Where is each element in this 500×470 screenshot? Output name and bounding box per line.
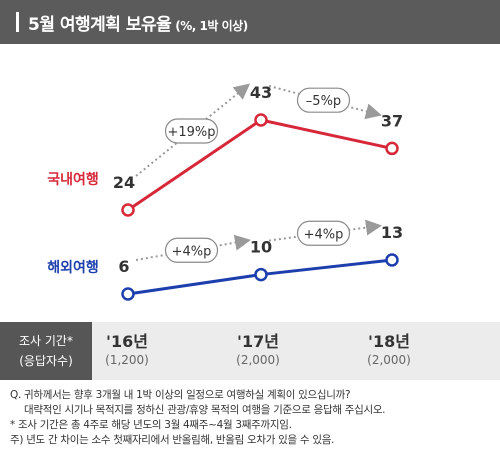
change-label-overseas-1: +4%p: [172, 244, 212, 259]
change-label-domestic-2: –5%p: [306, 94, 341, 109]
survey-period-label-line2: (응답자수): [19, 354, 73, 368]
value-label-domestic-2017: 43: [250, 83, 272, 102]
footnote-survey-period: * 조사 기간은 총 4주로 해당 년도의 3월 4째주~4월 3째주까지임.: [10, 419, 292, 431]
chart-title: 5월 여행계획 보유율 (%, 1박 이상): [28, 10, 248, 35]
value-label-overseas-2018: 13: [381, 223, 403, 242]
respondents-2017: (2,000): [236, 353, 280, 367]
survey-period-label: 조사 기간* (응답자수): [0, 322, 92, 380]
change-label-domestic-1: +19%p: [167, 125, 215, 140]
header-accent-bar: [16, 12, 19, 32]
respondents-2016: (1,200): [105, 353, 149, 367]
change-pill-overseas-2: [296, 220, 351, 246]
chart-header: 5월 여행계획 보유율 (%, 1박 이상): [0, 0, 500, 44]
change-pill-overseas-1: [164, 237, 219, 263]
footnote-question-detail: 대략적인 시기나 목적지를 정하신 관광/휴양 목적의 여행을 기준으로 응답해…: [24, 404, 386, 416]
year-label-2018: '18년: [368, 332, 410, 351]
change-pill-domestic-1: [164, 118, 219, 144]
footnotes: Q. 귀하께서는 향후 3개월 내 1박 이상의 일정으로 여행하실 계획이 있…: [10, 388, 495, 448]
value-label-domestic-2018: 37: [381, 111, 403, 130]
point-overseas-2018: [385, 253, 399, 267]
footnote-question: Q. 귀하께서는 향후 3개월 내 1박 이상의 일정으로 여행하실 계획이 있…: [10, 389, 351, 401]
point-overseas-2016: [121, 287, 135, 301]
line-chart: +19%p –5%p +4%p +4%p 24 43 37 국내여행 6 10 13 해외여행: [47, 83, 403, 301]
point-domestic-2017: [254, 113, 268, 127]
value-label-overseas-2017: 10: [250, 238, 272, 257]
change-arrow-overseas-2: [268, 219, 382, 242]
point-domestic-2016: [121, 203, 135, 217]
survey-period-row: 조사 기간* (응답자수) '16년 '17년 '18년 (1,200) (2,…: [0, 322, 500, 380]
year-label-2017: '17년: [237, 332, 279, 351]
series-label-domestic: 국내여행: [47, 171, 99, 188]
point-overseas-2017: [254, 267, 268, 282]
survey-period-label-line1: 조사 기간*: [19, 334, 73, 348]
year-label-2016: '16년: [106, 332, 148, 351]
plot-area: +19%p –5%p +4%p +4%p 24 43 37 국내여행 6 10 13 해외여행: [0, 44, 500, 322]
value-label-overseas-2016: 6: [118, 257, 129, 276]
point-domestic-2018: [385, 141, 399, 156]
change-label-overseas-2: +4%p: [304, 227, 344, 242]
series-label-overseas: 해외여행: [47, 259, 99, 276]
footnote-rounding: 주) 년도 간 차이는 소수 첫째자리에서 반올림해, 반올림 오차가 있을 수…: [10, 434, 335, 446]
chart-unit: (%, 1박 이상): [175, 19, 248, 33]
chart-title-text: 5월 여행계획 보유율: [28, 15, 172, 35]
value-label-domestic-2016: 24: [113, 173, 135, 192]
change-pill-domestic-2: [296, 87, 351, 113]
respondents-2018: (2,000): [367, 353, 411, 367]
